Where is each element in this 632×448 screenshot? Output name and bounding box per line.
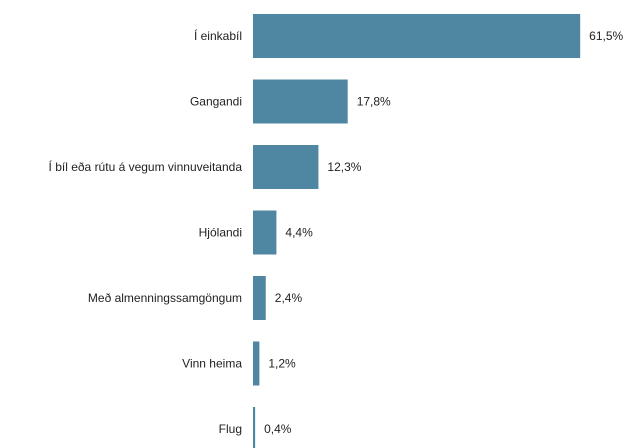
bar [253, 276, 266, 320]
value-label: 17,8% [357, 95, 391, 109]
category-label: Flug [219, 422, 242, 436]
value-label: 4,4% [285, 226, 313, 240]
category-label: Með almenningssamgöngum [88, 291, 242, 305]
value-label: 12,3% [327, 160, 361, 174]
value-label: 2,4% [275, 291, 303, 305]
value-label: 0,4% [264, 422, 292, 436]
bar [253, 407, 256, 448]
value-label: 1,2% [268, 357, 296, 371]
category-label: Vinn heima [182, 357, 242, 371]
value-label: 61,5% [589, 29, 623, 43]
bar [253, 145, 319, 189]
category-label: Í einkabíl [194, 28, 242, 43]
bar [253, 14, 581, 58]
bar [253, 210, 277, 255]
bar [253, 79, 348, 124]
category-label: Hjólandi [199, 226, 242, 240]
category-label: Gangandi [190, 95, 242, 109]
category-label: Í bíl eða rútu á vegum vinnuveitanda [49, 159, 243, 174]
bar [253, 341, 260, 386]
